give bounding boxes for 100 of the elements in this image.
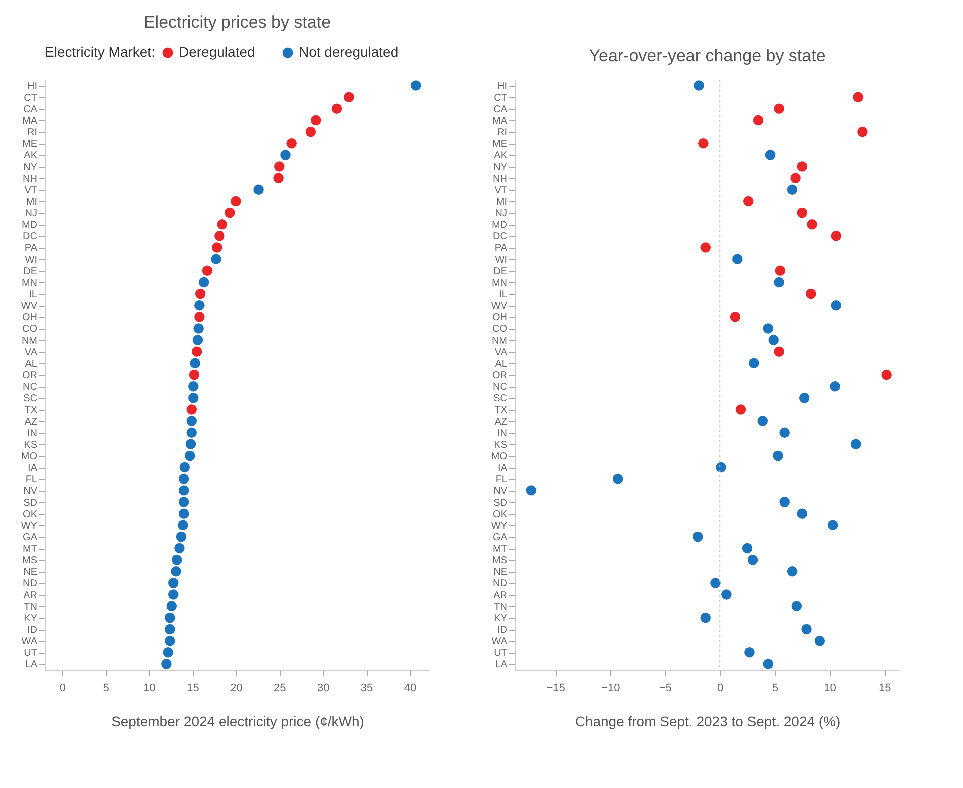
x-tick-label: 40 [404, 682, 417, 694]
y-tick-label: SD [494, 498, 508, 509]
chart-title: Electricity prices by state [144, 13, 332, 32]
y-tick-label: IA [28, 463, 38, 474]
point [774, 104, 784, 114]
legend-label: Deregulated [179, 44, 256, 60]
y-tick-label: NV [494, 486, 508, 498]
point [162, 659, 172, 670]
legend-label: Not deregulated [299, 44, 399, 60]
point [186, 428, 197, 438]
y-tick-label: RI [28, 128, 38, 139]
y-tick-label: HI [28, 81, 38, 92]
y-tick-label: DE [494, 266, 508, 278]
y-tick-label: CT [24, 92, 38, 104]
point [194, 300, 205, 311]
y-tick-label: MI [496, 196, 508, 208]
y-tick-label: VA [24, 347, 38, 358]
y-tick-label: GA [493, 532, 508, 544]
y-tick-label: MA [22, 116, 38, 127]
y-tick-label: MD [22, 220, 38, 232]
y-tick-label: WY [21, 520, 38, 532]
point [410, 80, 422, 91]
y-tick-label: WA [492, 636, 508, 648]
point [882, 370, 892, 380]
point [814, 636, 826, 646]
y-tick-label: NV [24, 486, 38, 498]
y-tick-label: ME [492, 139, 508, 150]
y-tick-label: NJ [495, 208, 508, 220]
y-tick-label: AL [495, 358, 508, 370]
y-tick-label: AZ [24, 416, 38, 428]
point [186, 404, 197, 415]
point [165, 636, 176, 646]
point [780, 428, 790, 438]
y-tick-label: NH [493, 174, 508, 185]
point [254, 184, 264, 196]
y-tick-label: VT [24, 185, 38, 196]
point [224, 208, 236, 218]
point [274, 173, 284, 184]
y-tick-label: OK [493, 509, 508, 520]
point [700, 612, 711, 624]
point [231, 196, 242, 207]
y-tick-label: TN [24, 602, 38, 613]
x-tick-label: 5 [772, 682, 779, 694]
x-tick-label: 10 [144, 682, 156, 694]
y-tick-label: NY [24, 162, 38, 174]
point [799, 393, 810, 404]
point [274, 162, 285, 172]
x-tick-label: 0 [60, 682, 66, 694]
y-tick-label: UT [494, 648, 508, 660]
y-tick-label: PA [24, 243, 38, 254]
y-tick-label: IL [499, 290, 508, 301]
point [332, 104, 342, 114]
point [178, 520, 188, 531]
y-tick-label: VT [494, 185, 508, 196]
y-tick-label: UT [24, 648, 38, 660]
point [802, 624, 812, 635]
point [172, 554, 182, 566]
y-tick-label: AK [494, 150, 508, 162]
y-tick-label: WV [21, 301, 38, 312]
y-tick-label: WI [25, 254, 38, 266]
y-tick-label: SD [24, 498, 38, 509]
point [214, 231, 225, 242]
point [194, 324, 204, 334]
point [853, 92, 864, 102]
y-tick-label: NE [494, 567, 508, 578]
x-tick-label: 15 [187, 682, 200, 694]
y-tick-label: LA [495, 660, 508, 671]
y-tick-label: MN [22, 278, 38, 289]
point [748, 358, 760, 369]
y-tick-label: MN [492, 278, 508, 289]
point [166, 601, 178, 612]
point [748, 554, 758, 566]
y-tick-label: AK [24, 150, 38, 162]
x-tick-label: −15 [546, 682, 566, 694]
x-axis-title: September 2024 electricity price (¢/kWh) [112, 714, 364, 730]
chart-title: Year-over-year change by state [589, 46, 826, 66]
point [195, 288, 206, 300]
y-tick-label: NC [23, 382, 38, 394]
y-tick-label: KY [494, 613, 508, 624]
point [780, 497, 790, 508]
y-tick-label: IA [498, 463, 508, 474]
point [773, 450, 784, 462]
point [858, 126, 868, 138]
point [211, 254, 222, 264]
y-tick-label: KS [494, 440, 508, 451]
y-tick-label: IL [29, 290, 38, 301]
point [280, 150, 291, 160]
point [768, 335, 779, 346]
x-tick-label: 35 [360, 682, 374, 694]
y-tick-label: AR [494, 590, 508, 602]
y-tick-label: OR [22, 370, 38, 382]
y-tick-label: NE [24, 567, 38, 578]
point [186, 439, 196, 450]
y-tick-label: MA [492, 116, 508, 127]
point [830, 381, 840, 392]
point [168, 590, 179, 600]
point [212, 242, 222, 253]
y-tick-label: ME [22, 139, 38, 150]
point [700, 242, 711, 253]
y-tick-label: AR [24, 590, 38, 602]
